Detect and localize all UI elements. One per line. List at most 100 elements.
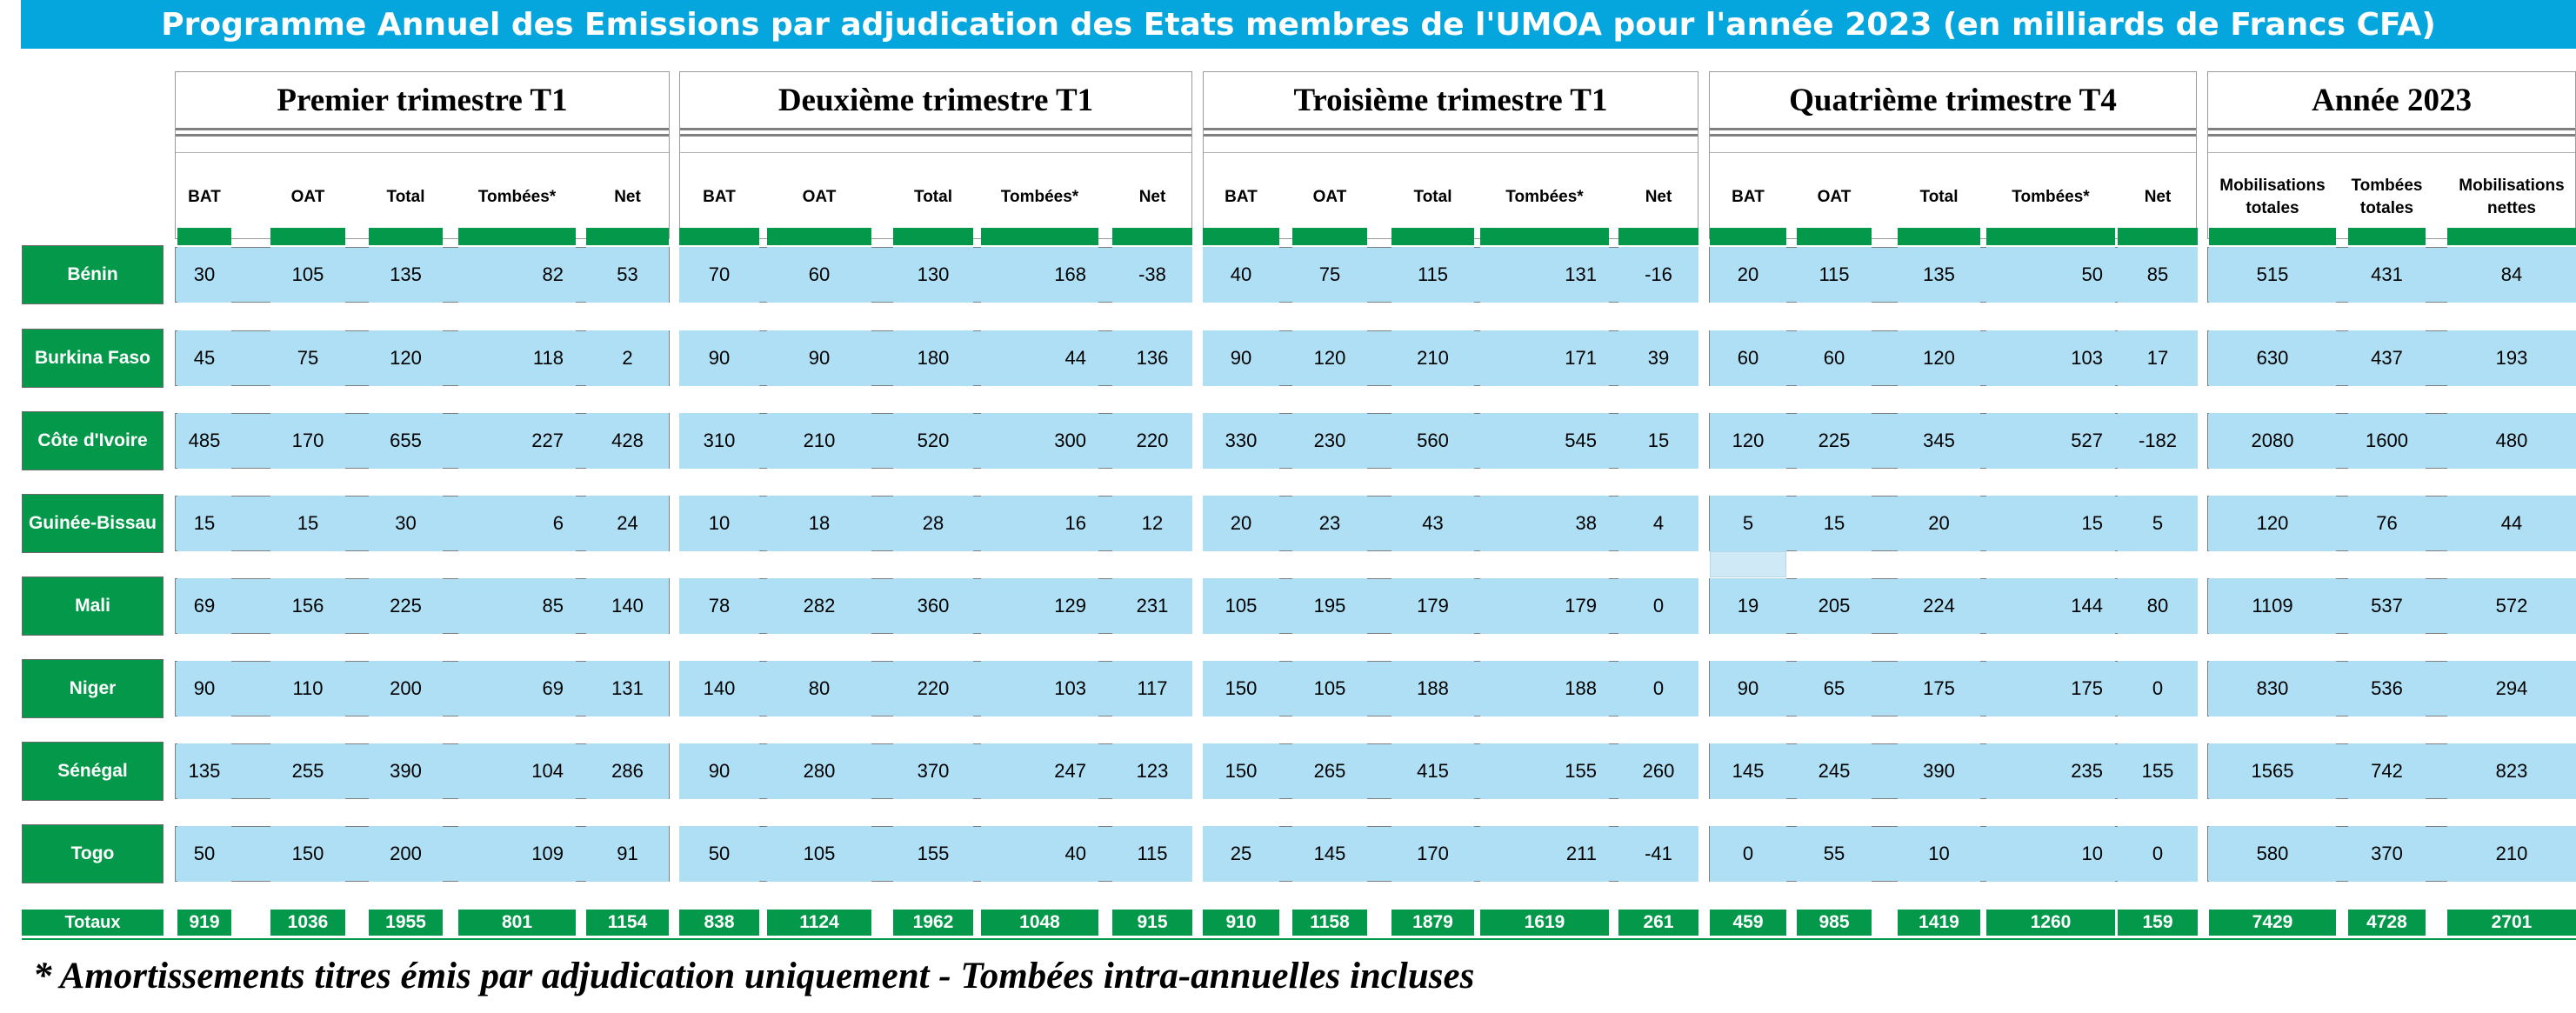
table-cell: 118 <box>458 330 576 386</box>
table-cell: 16 <box>981 496 1098 551</box>
table-cell: 115 <box>1797 247 1872 303</box>
column-header-bar <box>1986 228 2115 245</box>
table-cell: 260 <box>1618 743 1698 799</box>
table-cell: 115 <box>1391 247 1474 303</box>
table-cell: 390 <box>1898 743 1980 799</box>
table-cell: 5 <box>2118 496 2198 551</box>
table-cell: 78 <box>679 578 759 634</box>
table-cell: 136 <box>1112 330 1192 386</box>
table-cell: 109 <box>458 826 576 882</box>
table-cell: 515 <box>2209 247 2336 303</box>
table-cell: 210 <box>767 413 871 469</box>
column-header-bar <box>2118 228 2198 245</box>
table-cell: 91 <box>586 826 669 882</box>
column-header: Net <box>2144 188 2172 206</box>
table-cell: 131 <box>586 661 669 716</box>
table-cell: 0 <box>1618 578 1698 634</box>
table-cell: 80 <box>767 661 871 716</box>
table-cell: 105 <box>767 826 871 882</box>
table-cell: 15 <box>177 496 231 551</box>
table-cell: 580 <box>2209 826 2336 882</box>
table-cell: 117 <box>1112 661 1192 716</box>
row-label-5: Niger <box>22 659 164 718</box>
table-cell: 220 <box>893 661 973 716</box>
panel-title: Deuxième trimestre T1 <box>777 82 1094 118</box>
table-cell: 300 <box>981 413 1098 469</box>
table-cell: 310 <box>679 413 759 469</box>
table-cell: 20 <box>1898 496 1980 551</box>
row-label-6: Sénégal <box>22 742 164 801</box>
table-cell: 60 <box>767 247 871 303</box>
column-header-bar <box>767 228 871 245</box>
table-cell: 75 <box>1292 247 1367 303</box>
table-cell: 370 <box>893 743 973 799</box>
table-cell: 60 <box>1797 330 1872 386</box>
table-cell: 28 <box>893 496 973 551</box>
column-header-bar <box>458 228 576 245</box>
table-cell: 115 <box>1112 826 1192 882</box>
table-cell: 428 <box>586 413 669 469</box>
column-header-bar <box>2447 228 2576 245</box>
totals-cell: 1036 <box>270 910 345 936</box>
table-cell: 90 <box>1710 661 1786 716</box>
table-cell: 120 <box>1710 413 1786 469</box>
table-cell: 50 <box>679 826 759 882</box>
table-cell: 188 <box>1480 661 1609 716</box>
column-header-bar <box>679 228 759 245</box>
table-cell: 69 <box>458 661 576 716</box>
column-header: Net <box>1645 188 1672 206</box>
totals-cell: 1260 <box>1986 910 2115 936</box>
column-header-bar <box>1203 228 1279 245</box>
column-header-bar <box>981 228 1098 245</box>
table-cell: 110 <box>270 661 345 716</box>
table-cell: 44 <box>981 330 1098 386</box>
totals-cell: 1419 <box>1898 910 1980 936</box>
column-header-bar <box>369 228 443 245</box>
table-cell: -16 <box>1618 247 1698 303</box>
table-cell: 255 <box>270 743 345 799</box>
table-cell: 40 <box>981 826 1098 882</box>
table-cell: 282 <box>767 578 871 634</box>
column-header-bar <box>1710 228 1786 245</box>
table-cell: 90 <box>679 743 759 799</box>
table-cell: 65 <box>1797 661 1872 716</box>
table-cell: 2 <box>586 330 669 386</box>
column-header: BAT <box>1732 188 1765 206</box>
column-header-bar <box>1618 228 1698 245</box>
totals-cell: 1158 <box>1292 910 1367 936</box>
panel-header: Troisième trimestre T1 <box>1203 71 1698 239</box>
panel-double-rule <box>2208 128 2575 137</box>
column-header-bar <box>177 228 231 245</box>
table-cell: 60 <box>1710 330 1786 386</box>
table-cell: 135 <box>177 743 231 799</box>
table-cell: 1109 <box>2209 578 2336 634</box>
table-cell: 150 <box>1203 661 1279 716</box>
table-cell: 20 <box>1203 496 1279 551</box>
table-cell: -41 <box>1618 826 1698 882</box>
column-header-bar <box>1292 228 1367 245</box>
table-cell: 84 <box>2447 247 2576 303</box>
column-header-bar <box>2209 228 2336 245</box>
table-cell: 220 <box>1112 413 1192 469</box>
table-cell: 50 <box>177 826 231 882</box>
row-label-1: Burkina Faso <box>22 329 164 388</box>
table-cell: 30 <box>369 496 443 551</box>
panel-rule <box>1204 152 1698 153</box>
column-header: Total <box>1919 188 1959 206</box>
totals-label: Totaux <box>22 910 164 936</box>
column-header: OAT <box>290 188 325 206</box>
column-header: Total <box>914 188 952 206</box>
panel-header: Premier trimestre T1 <box>175 71 670 239</box>
column-header: BAT <box>1225 188 1258 206</box>
column-header: Tombées* <box>2012 188 2090 206</box>
table-cell: 560 <box>1391 413 1474 469</box>
column-header-bar <box>1480 228 1609 245</box>
table-cell: 10 <box>1898 826 1980 882</box>
table-cell: 286 <box>586 743 669 799</box>
table-cell: 431 <box>2348 247 2426 303</box>
table-cell: 168 <box>981 247 1098 303</box>
table-cell: 135 <box>369 247 443 303</box>
table-cell: 10 <box>1986 826 2115 882</box>
table-cell: 195 <box>1292 578 1367 634</box>
table-cell: 39 <box>1618 330 1698 386</box>
